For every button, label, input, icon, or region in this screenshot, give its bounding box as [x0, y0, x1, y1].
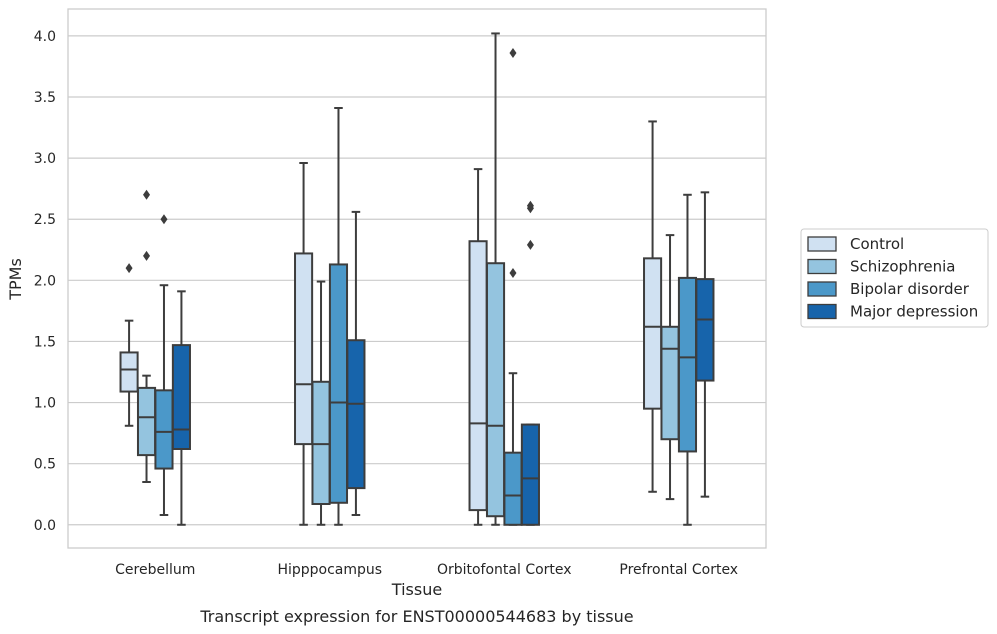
x-axis-ticks: Cerebellum Hipppocampus Orbitofontal Corte…	[115, 562, 738, 578]
legend: Control Schizophrenia Bipolar disorder Majo…	[800, 228, 989, 328]
legend-swatch	[807, 258, 837, 275]
y-axis-ticks: 0.0 0.5 1.0 1.5 2.0 2.5 3.0 3.5 4.0	[34, 29, 56, 534]
legend-label: Control	[850, 235, 904, 253]
box-major-depression	[346, 210, 366, 516]
box-bipolar-disorder	[503, 48, 523, 526]
box-iqr	[136, 386, 157, 457]
box-control	[119, 263, 139, 427]
box-iqr	[520, 423, 540, 526]
box-iqr	[695, 278, 715, 382]
y-tick-label: 3.5	[34, 90, 56, 106]
legend-swatch	[807, 303, 837, 320]
x-tick-label: Hipppocampus	[277, 562, 382, 578]
box-bipolar-disorder	[677, 193, 698, 526]
box-iqr	[328, 263, 349, 504]
outlier-point	[143, 189, 151, 200]
y-tick-label: 4.0	[34, 29, 56, 45]
box-schizophrenia	[311, 280, 331, 526]
y-tick-label: 2.0	[34, 273, 56, 289]
y-tick-label: 3.0	[34, 151, 56, 167]
y-tick-label: 1.0	[34, 396, 56, 412]
box-schizophrenia	[136, 189, 157, 483]
plot-area-frame	[67, 8, 767, 549]
box-major-depression	[520, 200, 540, 526]
x-tick-label: Cerebellum	[115, 562, 195, 578]
legend-label: Schizophrenia	[850, 258, 955, 276]
y-tick-label: 2.5	[34, 212, 56, 228]
box-schizophrenia	[660, 234, 680, 501]
box-major-depression	[171, 290, 191, 526]
x-tick-label: Prefrontal Cortex	[619, 562, 738, 578]
outlier-point	[509, 268, 517, 278]
box-bipolar-disorder	[328, 107, 349, 526]
boxes	[119, 32, 715, 526]
box-iqr	[503, 451, 523, 526]
legend-label: Bipolar disorder	[850, 280, 970, 298]
box-iqr	[643, 257, 663, 410]
box-iqr	[171, 344, 191, 450]
box-iqr	[485, 262, 506, 518]
outlier-point	[160, 214, 168, 225]
box-iqr	[677, 276, 698, 453]
box-schizophrenia	[485, 32, 506, 526]
legend-swatch	[807, 281, 837, 297]
y-tick-label: 0.0	[34, 518, 56, 534]
y-axis-label: TPMs	[6, 258, 25, 301]
x-axis-label: Tissue	[391, 580, 442, 599]
box-iqr	[154, 389, 174, 470]
box-iqr	[660, 325, 680, 441]
legend-frame	[800, 228, 989, 328]
outlier-point	[125, 263, 133, 274]
box-major-depression	[695, 191, 715, 498]
box-control	[468, 168, 488, 526]
y-tick-label: 1.5	[34, 334, 56, 350]
box-control	[294, 162, 314, 526]
box-control	[643, 120, 663, 493]
box-iqr	[311, 380, 331, 505]
outlier-point	[509, 48, 517, 58]
outlier-point	[526, 200, 534, 211]
box-iqr	[119, 351, 139, 393]
outlier-point	[526, 239, 534, 250]
outlier-point	[143, 250, 151, 261]
chart-caption: Transcript expression for ENST0000054468…	[199, 607, 633, 626]
box-iqr	[294, 252, 314, 446]
x-tick-label: Orbitofontal Cortex	[437, 562, 572, 578]
legend-label: Major depression	[850, 303, 978, 321]
y-tick-label: 0.5	[34, 457, 56, 473]
legend-swatch	[807, 236, 837, 252]
box-iqr	[468, 240, 488, 512]
box-bipolar-disorder	[154, 214, 174, 516]
box-iqr	[346, 339, 366, 490]
